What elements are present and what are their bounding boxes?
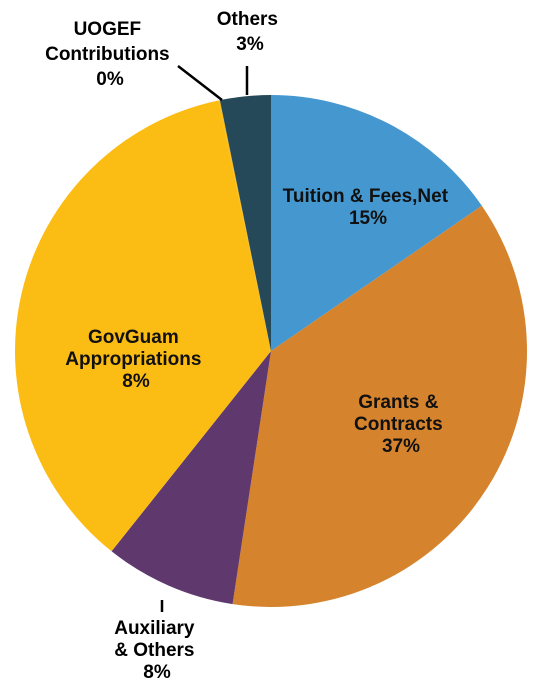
pie-slice-tuition-fees-net (271, 95, 482, 351)
label-auxiliary-line-3: 8% (143, 662, 171, 683)
pie-slice-grants-contracts (232, 205, 528, 607)
label-govguam: GovGuam Appropriations 8% (65, 327, 206, 392)
label-auxiliary: Auxiliary & Others 8% (114, 618, 200, 683)
pie-slice-uogef-contributions (218, 100, 271, 351)
label-uogef-line-1: UOGEF (74, 19, 142, 40)
label-govguam-line-1: GovGuam (88, 327, 179, 348)
label-grants-line-1: Grants & (358, 392, 439, 413)
leader-line-uogef (177, 65, 223, 101)
label-uogef-line-2: Contributions (45, 44, 170, 65)
pie-slice-auxiliary-others (111, 351, 271, 605)
label-auxiliary-line-2: & Others (114, 640, 194, 661)
label-others-line-1: Others (217, 9, 278, 30)
leader-lines (160, 65, 249, 612)
label-tuition: Tuition & Fees,Net 15% (283, 186, 454, 229)
label-uogef-line-3: 0% (96, 69, 124, 90)
label-tuition-line-2: 15% (349, 208, 387, 229)
label-grants-line-2: Contracts (354, 414, 443, 435)
label-others: Others 3% (217, 9, 284, 55)
label-auxiliary-line-1: Auxiliary (114, 618, 195, 639)
pie-slice-govguam-appropriations (15, 100, 272, 552)
label-uogef: UOGEF Contributions 0% (45, 19, 175, 90)
label-others-line-2: 3% (236, 34, 264, 55)
label-govguam-line-3: 8% (122, 371, 150, 392)
label-govguam-line-2: Appropriations (65, 349, 201, 370)
pie-slice-others (219, 95, 271, 351)
label-grants: Grants & Contracts 37% (354, 392, 448, 457)
label-tuition-line-1: Tuition & Fees,Net (283, 186, 449, 207)
pie-slices (15, 95, 528, 607)
label-grants-line-3: 37% (382, 436, 420, 457)
